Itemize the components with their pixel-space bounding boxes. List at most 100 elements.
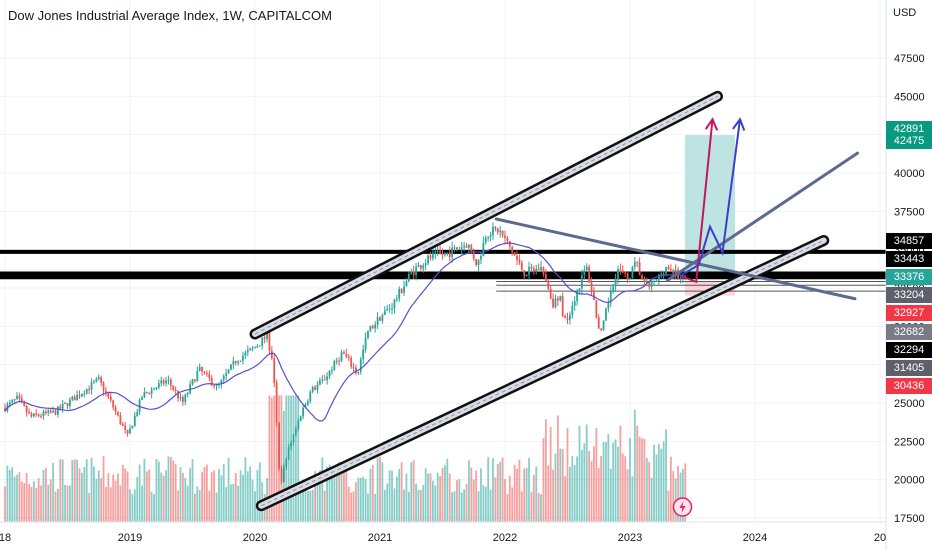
- candle-body: [294, 428, 297, 435]
- volume-bar: [364, 478, 367, 522]
- candle-body: [133, 415, 136, 426]
- candle-body: [566, 317, 569, 320]
- candle-body: [523, 270, 526, 277]
- time-axis: 18 2019 2020 2021 2022 2023 2024 20: [0, 521, 886, 544]
- volume-bar: [388, 470, 391, 522]
- volume-bar: [487, 457, 490, 522]
- candle-body: [595, 300, 598, 318]
- candle-body: [280, 468, 283, 483]
- volume-bar: [249, 466, 252, 522]
- volume-bar: [194, 493, 196, 522]
- volume-bar: [607, 433, 610, 522]
- volume-bar: [571, 455, 574, 522]
- candle-body: [407, 273, 410, 282]
- volume-bar: [203, 466, 206, 522]
- volume-bar: [20, 481, 23, 522]
- volume-bar: [215, 492, 218, 522]
- volume-bar: [463, 489, 466, 522]
- volume-bar: [66, 485, 69, 522]
- candle-body: [561, 295, 564, 317]
- price-badge: 32927: [886, 305, 932, 322]
- candle-body: [47, 410, 50, 413]
- candle-body: [662, 273, 665, 275]
- candle-body: [403, 286, 405, 293]
- volume-bar: [393, 488, 396, 522]
- candle-body: [266, 331, 268, 339]
- price-tick-label: 22500: [894, 436, 925, 448]
- price-tick-label: 20000: [894, 475, 925, 487]
- candle-body: [609, 291, 612, 303]
- volume-bars: [4, 395, 687, 522]
- candle-body: [76, 394, 79, 401]
- candle-body: [242, 355, 244, 361]
- candle-body: [556, 298, 559, 301]
- volume-bar: [42, 470, 45, 522]
- volume-bar: [246, 471, 249, 522]
- volume-bar: [314, 471, 316, 522]
- candle-body: [112, 400, 115, 408]
- volume-bar: [105, 486, 107, 522]
- candle-body: [8, 402, 11, 405]
- price-tick-label: 17500: [894, 513, 925, 525]
- candle-body: [328, 371, 331, 377]
- volume-bar: [614, 439, 617, 522]
- volume-bar: [597, 467, 600, 522]
- volume-bar: [535, 466, 538, 522]
- candle-body: [102, 382, 105, 392]
- time-tick-label: 2024: [743, 532, 767, 544]
- volume-bar: [456, 480, 458, 522]
- volume-bar: [37, 478, 40, 522]
- candle-body: [316, 384, 319, 390]
- candle-body: [412, 271, 415, 276]
- candle-body: [143, 391, 146, 398]
- volume-bar: [343, 461, 345, 522]
- candle-body: [11, 400, 14, 403]
- volume-bar: [196, 486, 199, 522]
- volume-bar: [484, 486, 487, 522]
- volume-bar: [52, 462, 54, 522]
- candle-body: [504, 235, 506, 239]
- volume-bar: [544, 419, 547, 522]
- volume-bar: [100, 478, 103, 522]
- candle-body: [174, 389, 177, 392]
- candle-body: [198, 366, 201, 371]
- volume-bar: [621, 453, 624, 522]
- candle-body: [124, 425, 127, 430]
- candle-body: [463, 245, 466, 248]
- price-tick-label: 45000: [894, 91, 925, 103]
- price-badge: 34857: [886, 233, 932, 249]
- volume-bar: [210, 472, 213, 522]
- volume-bar: [143, 458, 146, 522]
- price-tick-label: 37500: [894, 206, 925, 218]
- candle-body: [189, 384, 191, 393]
- volume-bar: [660, 448, 663, 522]
- candle-body: [547, 280, 550, 289]
- candle-body: [499, 230, 502, 233]
- volume-bar: [237, 485, 240, 522]
- volume-bar: [665, 429, 667, 522]
- volume-bar: [6, 465, 9, 522]
- candle-body: [153, 388, 155, 390]
- candle-body: [667, 267, 670, 269]
- volume-bar: [624, 456, 627, 522]
- volume-bar: [321, 457, 324, 522]
- projection-arrow-main-head: [704, 117, 719, 131]
- candle-body: [297, 421, 300, 429]
- volume-bar: [273, 395, 276, 522]
- candle-body: [679, 278, 682, 280]
- volume-bar: [407, 491, 410, 522]
- candle-body: [340, 352, 343, 361]
- volume-bar: [549, 426, 552, 522]
- candle-body: [419, 265, 422, 269]
- candle-body: [578, 288, 581, 292]
- volume-bar: [537, 492, 540, 522]
- candle-body: [148, 392, 151, 394]
- candle-body: [249, 348, 252, 351]
- volume-bar: [576, 456, 579, 522]
- volume-bar: [583, 443, 586, 522]
- volume-bar: [681, 468, 684, 522]
- volume-bar: [177, 490, 179, 522]
- volume-bar: [145, 471, 148, 522]
